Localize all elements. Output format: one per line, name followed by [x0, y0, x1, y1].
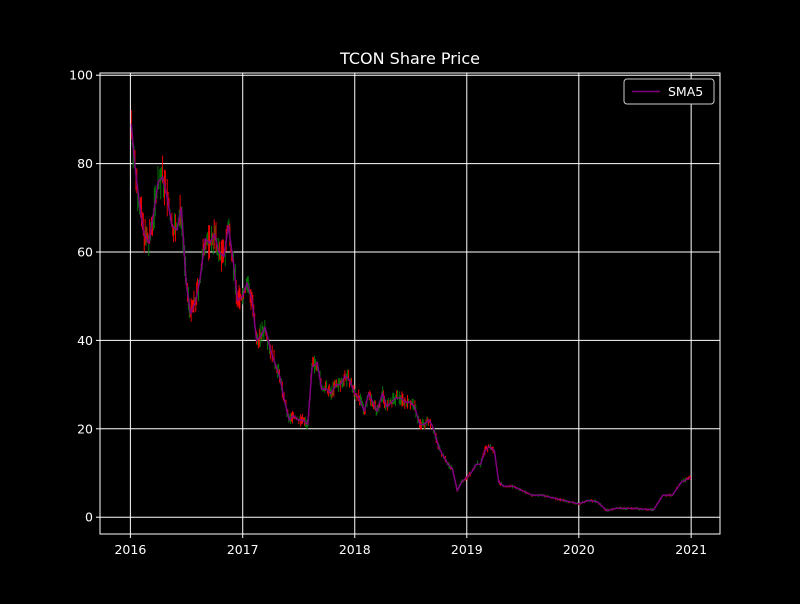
y-tick-label: 20 [77, 421, 93, 436]
axis-ticks: 2016 2017 2018 2019 2020 2021 0 20 40 60 80 100 [69, 68, 707, 557]
series-line-sma5 [130, 123, 692, 512]
y-tick-label: 100 [69, 68, 93, 83]
y-tick-label: 60 [77, 245, 93, 260]
x-tick-label: 2017 [227, 542, 259, 557]
x-tick-label: 2016 [114, 542, 146, 557]
x-tick-label: 2019 [451, 542, 483, 557]
series-lines [130, 123, 692, 512]
legend-box [623, 78, 715, 105]
chart-title: TCON Share Price [339, 49, 480, 68]
x-tick-label: 2020 [563, 542, 595, 557]
plot-frame [99, 72, 721, 535]
y-tick-label: 40 [77, 333, 93, 348]
x-tick-label: 2018 [339, 542, 371, 557]
legend-label-sma5: SMA5 [668, 84, 703, 99]
y-tick-label: 0 [85, 510, 93, 525]
legend: SMA5 [623, 78, 715, 105]
x-tick-label: 2021 [675, 542, 707, 557]
y-tick-label: 80 [77, 156, 93, 171]
